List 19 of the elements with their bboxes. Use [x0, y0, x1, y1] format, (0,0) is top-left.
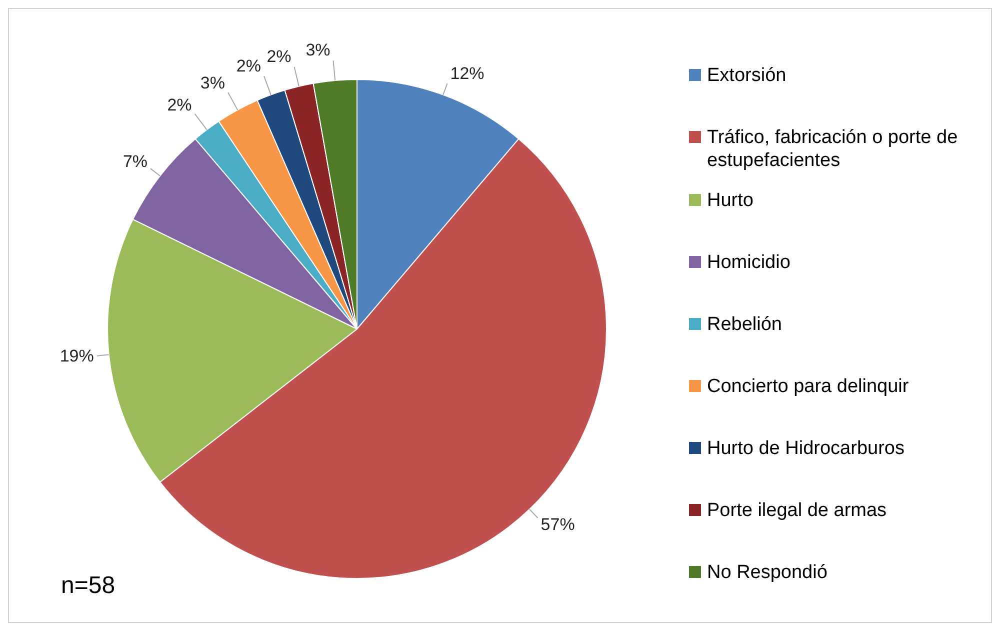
data-label: 2%	[266, 46, 292, 66]
data-label: 2%	[236, 56, 261, 76]
data-label: 57%	[540, 514, 575, 534]
data-label: 3%	[200, 73, 225, 92]
legend-label: Concierto para delinquir	[707, 375, 909, 398]
legend-label: Tráfico, fabricación o porte de estupefacientes	[707, 126, 959, 172]
legend-label: Rebelión	[707, 313, 782, 336]
data-label: 2%	[167, 95, 192, 114]
legend-label: No Respondió	[707, 561, 828, 584]
legend-label: Homicidio	[707, 251, 790, 274]
legend-label: Hurto de Hidrocarburos	[707, 437, 904, 460]
text: n=58	[61, 572, 116, 600]
legend-label: Porte ilegal de armas	[707, 499, 887, 522]
data-label: 19%	[60, 346, 94, 366]
data-label: 3%	[306, 40, 330, 60]
legend-label: Hurto	[707, 189, 754, 212]
legend-label: Extorsión	[707, 64, 786, 87]
data-label: 7%	[122, 152, 148, 172]
data-label: 12%	[450, 64, 484, 83]
